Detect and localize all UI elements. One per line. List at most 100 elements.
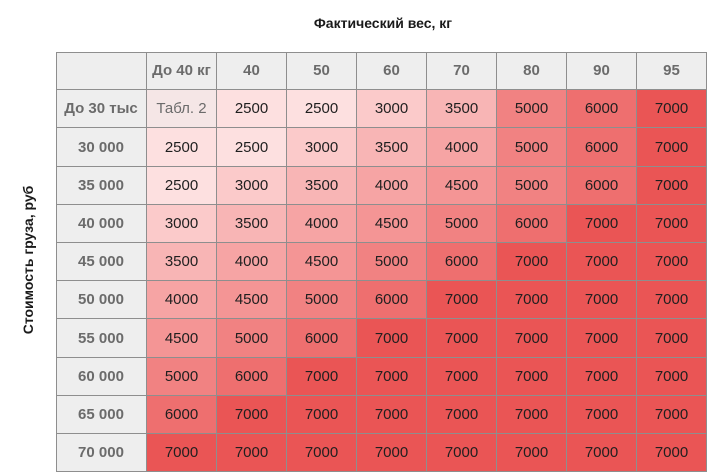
heatmap-cell: 7000 [497,358,567,396]
heatmap-cell: 7000 [497,281,567,319]
heatmap-cell: 2500 [287,90,357,128]
heatmap-cell: 4000 [357,167,427,205]
heatmap-cell: 6000 [567,128,637,167]
column-header: 90 [567,52,637,90]
heatmap-cell: 5000 [217,319,287,358]
heatmap-cell: 7000 [287,434,357,472]
heatmap-cell: 5000 [497,90,567,128]
heatmap-cell: 7000 [497,434,567,472]
heatmap-cell: 5000 [497,128,567,167]
heatmap-cell: 3500 [217,205,287,243]
heatmap-cell: 4500 [217,281,287,319]
heatmap-cell: 7000 [217,396,287,434]
heatmap-cell: 7000 [637,319,707,358]
heatmap-cell: 3000 [357,90,427,128]
heatmap-cell: 7000 [357,358,427,396]
heatmap-cell: 2500 [147,167,217,205]
heatmap-cell: 7000 [637,243,707,281]
heatmap-cell: 7000 [637,396,707,434]
heatmap-cell: 2500 [217,128,287,167]
heatmap-cell: 4000 [427,128,497,167]
row-header: 65 000 [56,396,147,434]
heatmap-cell: 3000 [147,205,217,243]
heatmap-cell: 7000 [637,281,707,319]
heatmap-cell: 7000 [567,434,637,472]
row-header: 60 000 [56,358,147,396]
heatmap-cell: 7000 [637,167,707,205]
heatmap-cell: 7000 [567,358,637,396]
heatmap-cell: 4500 [357,205,427,243]
y-axis-title: Стоимость груза, руб [20,185,36,335]
column-header: 80 [497,52,567,90]
heatmap-cell: 4500 [147,319,217,358]
heatmap-cell: 7000 [637,205,707,243]
heatmap-cell: 2500 [217,90,287,128]
heatmap-cell: 7000 [567,281,637,319]
column-header: 60 [357,52,427,90]
heatmap-cell: 7000 [287,358,357,396]
row-header: 45 000 [56,243,147,281]
heatmap-cell: 7000 [147,434,217,472]
row-header: 70 000 [56,434,147,472]
heatmap-cell: 7000 [497,319,567,358]
heatmap-cell: 3500 [357,128,427,167]
heatmap-cell: 6000 [217,358,287,396]
row-header: 40 000 [56,205,147,243]
heatmap-cell: 3500 [287,167,357,205]
heatmap-cell: 6000 [567,167,637,205]
heatmap-cell: 7000 [217,434,287,472]
heatmap-cell: 7000 [427,434,497,472]
heatmap-cell: 6000 [357,281,427,319]
heatmap-cell: 7000 [637,90,707,128]
heatmap-cell: 5000 [357,243,427,281]
heatmap-cell: 7000 [497,243,567,281]
heatmap-cell: 4000 [217,243,287,281]
heatmap-cell: 7000 [637,434,707,472]
heatmap-cell: Табл. 2 [147,90,217,128]
row-header: 50 000 [56,281,147,319]
heatmap-cell: 4500 [287,243,357,281]
heatmap-cell: 7000 [427,396,497,434]
heatmap-cell: 2500 [147,128,217,167]
heatmap-cell: 5000 [287,281,357,319]
heatmap-cell: 7000 [637,128,707,167]
column-header: 50 [287,52,357,90]
column-header: 95 [637,52,707,90]
heatmap-cell: 3500 [427,90,497,128]
heatmap-cell: 7000 [427,281,497,319]
price-heatmap-table: До 40 кг 40 50 60 70 80 90 95 До 30 тыс Табл. 2 25… [56,52,707,472]
column-header: 40 [217,52,287,90]
heatmap-cell: 5000 [497,167,567,205]
heatmap-cell: 6000 [287,319,357,358]
heatmap-cell: 3000 [287,128,357,167]
column-header: До 40 кг [147,52,217,90]
heatmap-cell: 3000 [217,167,287,205]
heatmap-cell: 6000 [427,243,497,281]
heatmap-cell: 7000 [287,396,357,434]
heatmap-cell: 4000 [147,281,217,319]
heatmap-cell: 5000 [427,205,497,243]
heatmap-cell: 7000 [427,358,497,396]
heatmap-cell: 6000 [147,396,217,434]
row-header: До 30 тыс [56,90,147,128]
heatmap-cell: 7000 [567,205,637,243]
heatmap-cell: 7000 [357,434,427,472]
heatmap-cell: 4500 [427,167,497,205]
heatmap-cell: 7000 [427,319,497,358]
heatmap-cell: 7000 [357,319,427,358]
heatmap-cell: 7000 [567,396,637,434]
column-header: 70 [427,52,497,90]
heatmap-cell: 7000 [357,396,427,434]
table-corner [56,52,147,90]
x-axis-title: Фактический вес, кг [313,15,453,31]
heatmap-cell: 5000 [147,358,217,396]
heatmap-cell: 3500 [147,243,217,281]
heatmap-cell: 4000 [287,205,357,243]
heatmap-cell: 7000 [637,358,707,396]
row-header: 55 000 [56,319,147,358]
heatmap-cell: 7000 [567,319,637,358]
heatmap-cell: 7000 [497,396,567,434]
row-header: 35 000 [56,167,147,205]
heatmap-cell: 6000 [497,205,567,243]
heatmap-cell: 7000 [567,243,637,281]
